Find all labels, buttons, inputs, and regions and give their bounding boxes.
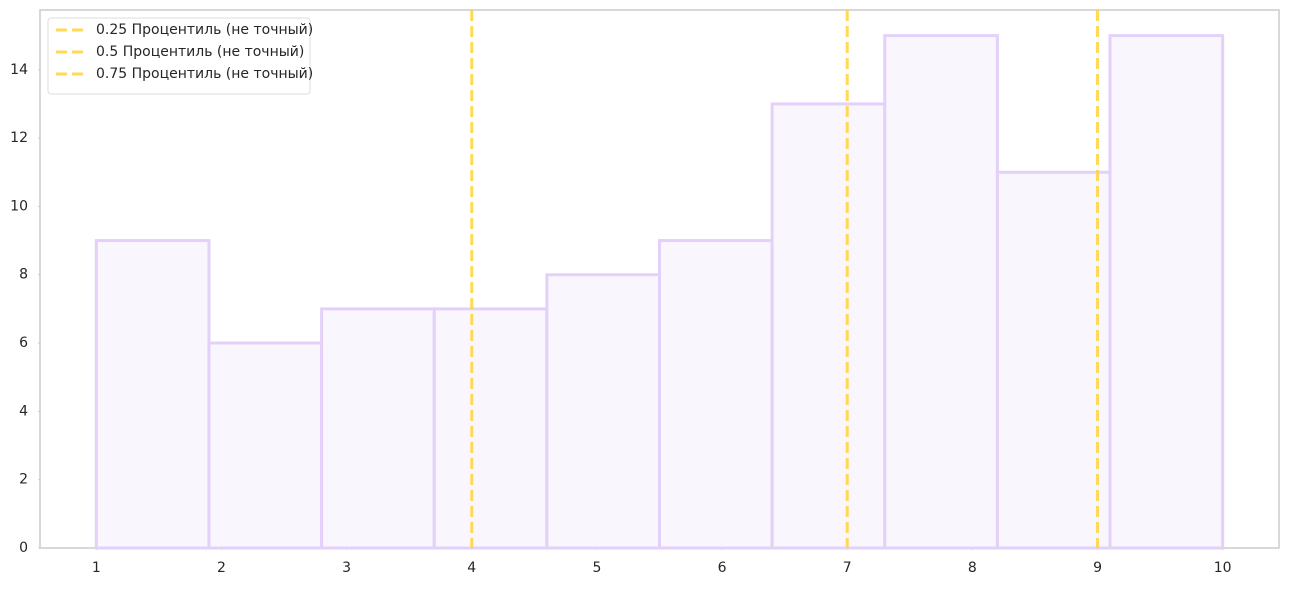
y-tick-label: 14: [10, 62, 28, 78]
y-tick-label: 6: [19, 335, 28, 351]
y-tick-label: 10: [10, 198, 28, 214]
y-tick-label: 2: [19, 472, 28, 488]
bar: [995, 170, 1112, 550]
x-tick-label: 9: [1093, 560, 1102, 576]
y-tick-label: 0: [19, 540, 28, 556]
bar: [94, 239, 211, 550]
legend-label: 0.25 Процентиль (не точный): [96, 22, 313, 38]
legend: 0.25 Процентиль (не точный) 0.5 Процентил…: [47, 17, 313, 95]
legend-label: 0.5 Процентиль (не точный): [96, 44, 304, 60]
x-tick-label: 3: [342, 560, 351, 576]
legend-box: [47, 17, 311, 95]
x-tick-label: 5: [592, 560, 601, 576]
x-tick-label: 1: [92, 560, 101, 576]
bar: [207, 341, 324, 550]
x-tick-label: 6: [718, 560, 727, 576]
x-tick-label: 4: [467, 560, 476, 576]
x-tick-label: 2: [217, 560, 226, 576]
bar: [770, 102, 887, 550]
x-tick-label: 8: [968, 560, 977, 576]
bar: [320, 307, 436, 550]
x-tick-label: 10: [1214, 560, 1232, 576]
y-tick-label: 8: [19, 267, 28, 283]
legend-label: 0.75 Процентиль (не точный): [96, 66, 313, 82]
y-tick-label: 4: [19, 403, 28, 419]
bar: [432, 307, 549, 550]
x-tick-label: 7: [843, 560, 852, 576]
y-tick-label: 12: [10, 130, 28, 146]
bar: [658, 239, 774, 550]
bar: [545, 273, 662, 550]
bar: [883, 34, 999, 550]
bar: [1108, 34, 1225, 550]
